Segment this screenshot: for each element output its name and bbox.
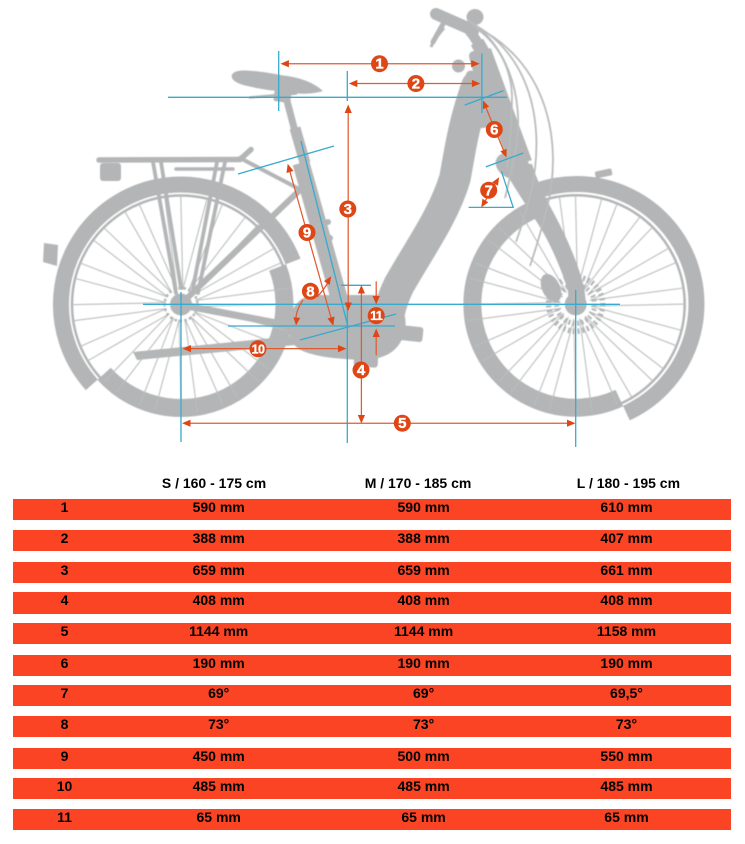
svg-text:8: 8 <box>306 283 314 300</box>
svg-text:2: 2 <box>412 76 420 93</box>
svg-text:9: 9 <box>303 225 311 242</box>
svg-text:1: 1 <box>375 56 383 73</box>
svg-text:6: 6 <box>490 122 498 139</box>
svg-text:7: 7 <box>485 182 493 199</box>
svg-text:3: 3 <box>344 201 352 218</box>
svg-text:4: 4 <box>357 362 366 379</box>
svg-text:10: 10 <box>252 342 265 356</box>
svg-text:5: 5 <box>398 415 406 432</box>
svg-text:11: 11 <box>370 309 383 323</box>
